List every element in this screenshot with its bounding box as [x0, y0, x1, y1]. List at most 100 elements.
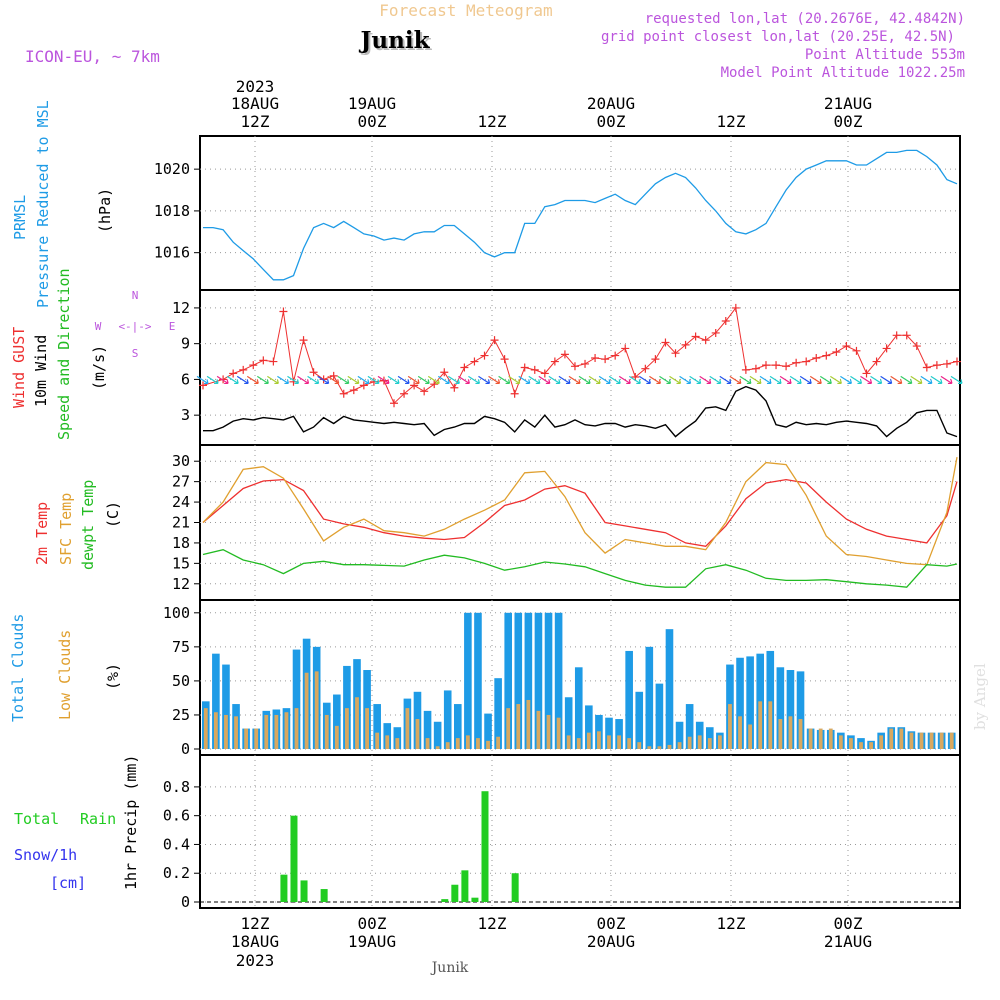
compass-cross: <-|-> [118, 320, 151, 333]
wind-panel-labels: Wind GUST 10m Wind Speed and Direction (… [10, 268, 175, 440]
total-cloud-bar [292, 649, 301, 749]
gust-marker [500, 355, 509, 364]
total-cloud-bar [464, 612, 472, 749]
gust-marker [731, 303, 740, 312]
gust-marker [953, 357, 961, 366]
y-tick-label: 3 [181, 406, 190, 424]
low-cloud-bar [435, 746, 440, 749]
gust-marker [390, 399, 399, 408]
wind-direction-arrow [347, 375, 360, 385]
gust-marker [480, 351, 489, 360]
wind-direction-arrow [940, 375, 953, 385]
bottom-hour-label: 12Z [717, 914, 746, 933]
gust-marker [852, 346, 861, 355]
wind-direction-arrow [639, 375, 651, 385]
wind-direction-arrow [548, 375, 561, 385]
wind-direction-arrow [417, 375, 430, 385]
gust-marker [349, 386, 358, 395]
gust-marker [219, 375, 228, 384]
low-cloud-bar [576, 738, 581, 749]
wind-direction-arrow [427, 375, 440, 385]
y-tick-label: 9 [181, 335, 190, 353]
wind-direction-arrow [840, 375, 852, 385]
total-cloud-bar [524, 612, 533, 749]
total-cloud-bar [786, 670, 795, 749]
bottom-date-label: 19AUG [348, 932, 396, 951]
low-cloud-bar [728, 704, 732, 749]
top-date-label: 18AUG [231, 94, 279, 113]
low-cloud-bar [445, 742, 450, 749]
wind-direction-arrow [709, 375, 722, 385]
plot-layer: 1016 1018 1020 3 6 9 12 12 15 18 21 24 27 30 0 25 50 75 10… [154, 135, 963, 911]
low-cloud-bar [304, 672, 309, 749]
temp2m-line [202, 478, 958, 547]
y-tick-label: 21 [172, 514, 190, 532]
low-cloud-bar [314, 671, 319, 749]
point-altitude: Point Altitude 553m [805, 47, 965, 63]
wind-direction-arrow [900, 375, 913, 385]
low-cloud-bar [455, 738, 460, 749]
gust-marker [470, 357, 479, 366]
wind-direction-arrow [860, 375, 873, 385]
low-cloud-bar [254, 728, 259, 749]
low-cloud-bar [929, 732, 934, 749]
pressure-frame [199, 135, 961, 291]
wind-direction-arrow [236, 375, 249, 385]
low-cloud-bar [244, 728, 249, 749]
wind-direction-arrow [679, 375, 692, 385]
wind-speed-line [203, 385, 958, 438]
model-name: ICON-EU, ~ 7km [25, 47, 160, 66]
wind-direction-arrow [920, 375, 933, 385]
gust-marker [329, 371, 338, 380]
y-tick-label: 25 [172, 706, 190, 724]
low-cloud-bar [899, 728, 904, 749]
gust-marker [671, 349, 680, 358]
top-date-label: 19AUG [348, 94, 396, 113]
low-cloud-bar [667, 744, 672, 749]
low-cloud-bar [465, 735, 470, 749]
low-cloud-bar [859, 742, 863, 749]
gust-marker [460, 363, 469, 372]
wind-direction-label: Speed and Direction [55, 268, 73, 440]
total-cloud-bar [443, 690, 452, 749]
gust-marker [802, 357, 811, 366]
wind-direction-arrow [809, 375, 822, 385]
gust-marker [440, 368, 449, 377]
gust-marker [832, 348, 841, 357]
total-cloud-bar [504, 612, 512, 749]
wind-direction-arrow [377, 375, 390, 385]
wind-direction-arrow [779, 375, 792, 385]
gust-marker [410, 381, 419, 390]
low-cloud-bar [889, 728, 894, 749]
gust-marker [450, 383, 459, 392]
wind-direction-arrow [518, 375, 531, 385]
gust-marker [932, 361, 941, 370]
bottom-date-label: 20AUG [587, 932, 635, 951]
y-tick-label: 50 [172, 672, 190, 690]
gust-marker [199, 381, 207, 390]
top-hour-label: 12Z [478, 112, 507, 131]
wind-direction-arrow [407, 375, 420, 385]
gust-marker [761, 361, 770, 370]
pressure-label-2: Pressure Reduced to MSL [34, 100, 52, 308]
wind-direction-arrow [226, 375, 239, 385]
low-clouds-label: Low Clouds [56, 630, 74, 720]
gust-marker [721, 317, 730, 326]
gust-marker [641, 364, 650, 373]
wind-direction-arrow [246, 375, 259, 385]
y-tick-label: 0 [181, 893, 190, 911]
sfc-temp-line [202, 456, 958, 566]
clouds-panel: 0 25 50 75 100 [163, 599, 961, 758]
rain-bar [280, 874, 288, 902]
wind-direction-arrow [317, 375, 330, 385]
wind-direction-arrow [528, 375, 541, 385]
wind-unit: (m/s) [90, 345, 108, 390]
wind-direction-arrow [719, 375, 732, 385]
gust-marker [540, 369, 549, 378]
low-cloud-bar [687, 736, 692, 749]
low-cloud-bar [647, 746, 652, 749]
low-cloud-bar [425, 738, 430, 749]
low-cloud-bar [707, 738, 712, 749]
low-cloud-bar [818, 728, 823, 749]
